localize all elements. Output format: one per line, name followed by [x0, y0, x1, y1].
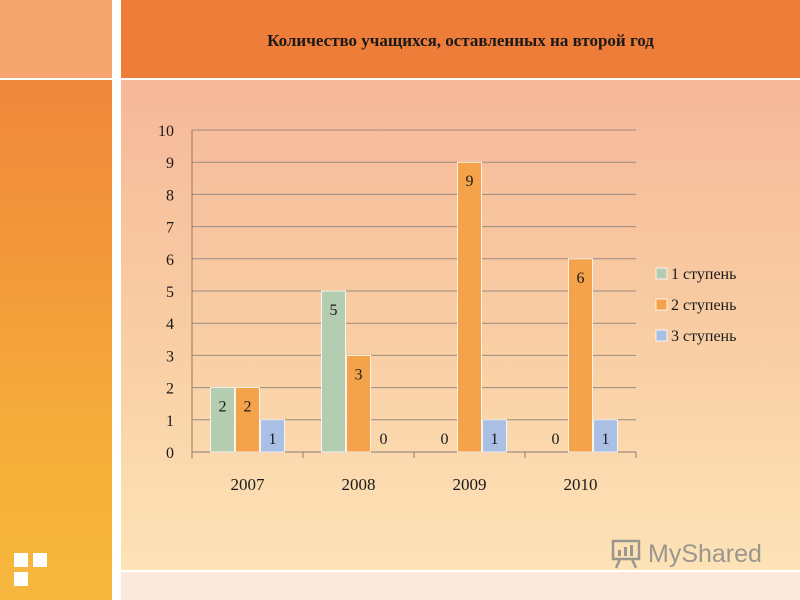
header-band: [121, 0, 800, 78]
bar: [457, 161, 482, 453]
watermark: MyShared: [610, 539, 762, 569]
bar: [210, 387, 235, 453]
x-tick-label: 2007: [231, 475, 266, 494]
logo-square: [33, 553, 47, 567]
bar: [260, 419, 285, 453]
data-label: 0: [441, 431, 449, 448]
legend-label: 3 ступень: [671, 328, 736, 345]
legend-swatch: [655, 298, 668, 311]
bar: [482, 419, 507, 453]
data-label: 2: [219, 399, 227, 416]
bottom-band: [121, 572, 800, 600]
logo-square: [14, 572, 28, 586]
header-divider: [0, 78, 800, 80]
x-tick-label: 2008: [342, 475, 376, 494]
bar: [346, 354, 371, 453]
y-tick-label: 5: [166, 284, 174, 301]
data-label: 1: [602, 431, 610, 448]
watermark-text: MyShared: [648, 539, 762, 568]
watermark-board-icon: [611, 539, 641, 569]
legend-swatch: [655, 329, 668, 342]
data-label: 2: [244, 399, 252, 416]
data-label: 1: [269, 431, 277, 448]
logo-square: [14, 553, 28, 567]
data-label: 1: [491, 431, 499, 448]
y-tick-label: 10: [158, 123, 174, 140]
x-tick-label: 2009: [453, 475, 487, 494]
y-tick-label: 7: [166, 220, 174, 237]
x-tick-label: 2010: [564, 475, 598, 494]
bar: [593, 419, 618, 453]
y-tick-label: 6: [166, 252, 174, 269]
divider-line: [112, 0, 114, 600]
bar: [235, 387, 260, 453]
bar: [568, 258, 593, 453]
data-label: 9: [466, 173, 474, 190]
left-decor-strip: [0, 0, 112, 600]
y-tick-label: 8: [166, 187, 174, 204]
divider-line: [118, 0, 120, 600]
legend-label: 1 ступень: [671, 266, 736, 283]
data-label: 0: [380, 431, 388, 448]
y-tick-label: 3: [166, 348, 174, 365]
data-label: 3: [355, 366, 363, 383]
bar: [321, 290, 346, 453]
y-tick-label: 4: [166, 316, 174, 333]
y-tick-label: 0: [166, 445, 174, 462]
data-label: 5: [330, 302, 338, 319]
left-decor-top: [0, 0, 112, 78]
y-tick-label: 2: [166, 381, 174, 398]
legend-label: 2 ступень: [671, 297, 736, 314]
data-label: 6: [577, 270, 585, 287]
slide-title: Количество учащихся, оставленных на втор…: [267, 31, 654, 50]
data-label: 0: [552, 431, 560, 448]
y-tick-label: 1: [166, 413, 174, 430]
y-tick-label: 9: [166, 155, 174, 172]
legend-swatch: [655, 267, 668, 280]
